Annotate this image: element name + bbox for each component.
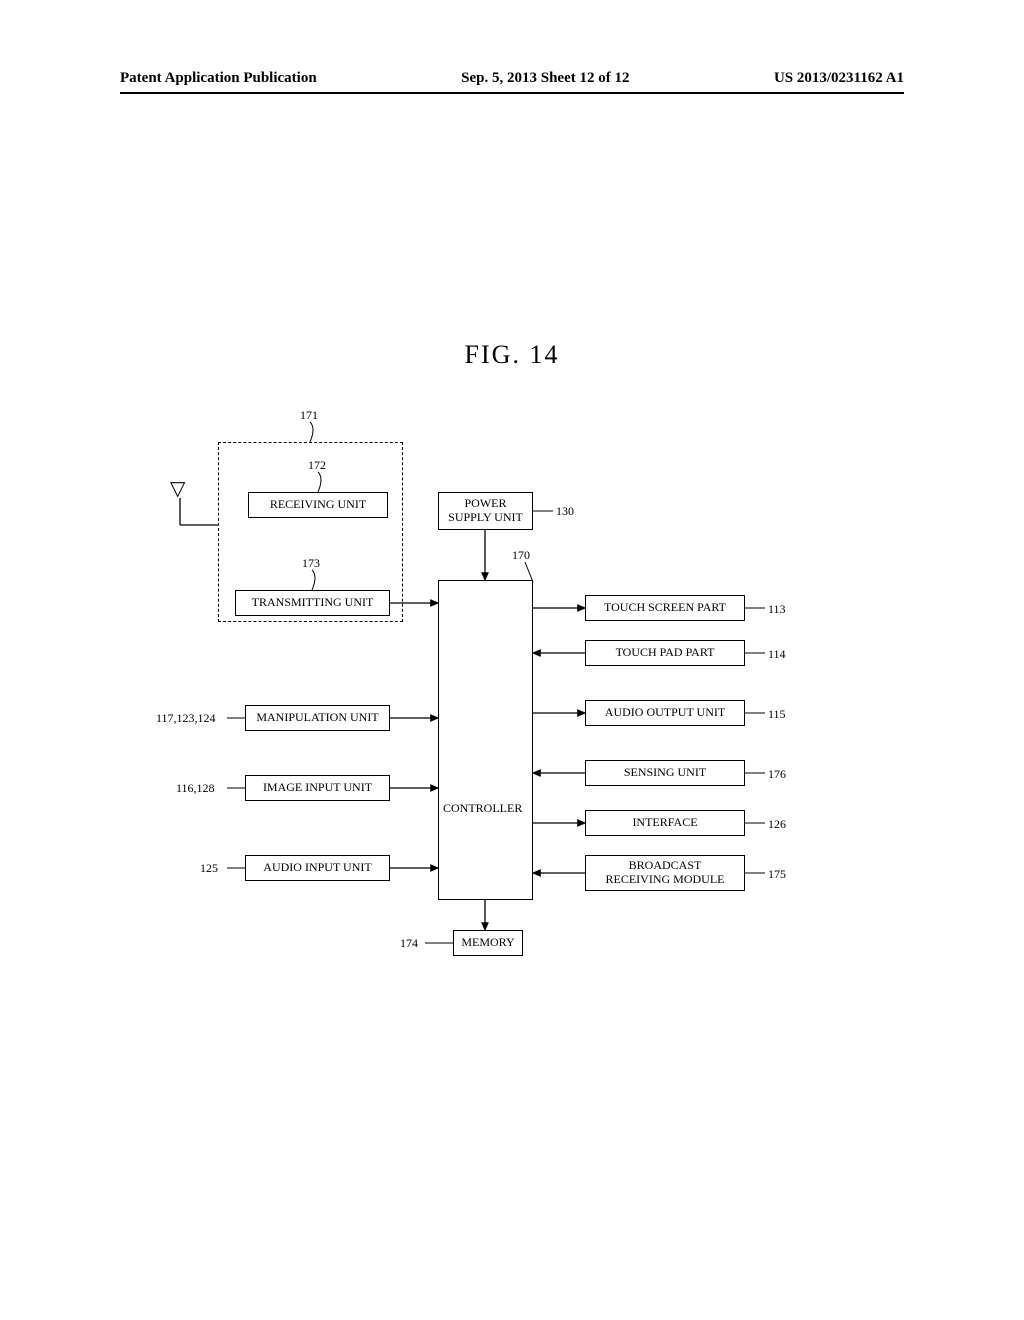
image-input-unit-label: IMAGE INPUT UNIT — [263, 781, 372, 795]
audio-output-unit-block: AUDIO OUTPUT UNIT — [585, 700, 745, 726]
controller-label: CONTROLLER — [443, 802, 522, 816]
ref-115: 115 — [768, 707, 786, 722]
ref-171: 171 — [300, 408, 318, 423]
sensing-unit-label: SENSING UNIT — [624, 766, 706, 780]
ref-130: 130 — [556, 504, 574, 519]
header-center: Sep. 5, 2013 Sheet 12 of 12 — [461, 70, 629, 87]
transmitting-unit-label: TRANSMITTING UNIT — [252, 596, 374, 610]
power-supply-unit-label: POWER SUPPLY UNIT — [448, 497, 523, 525]
ref-116-128: 116,128 — [176, 781, 215, 796]
power-supply-unit-block: POWER SUPPLY UNIT — [438, 492, 533, 530]
memory-label: MEMORY — [461, 936, 514, 950]
receiving-unit-block: RECEIVING UNIT — [248, 492, 388, 518]
sensing-unit-block: SENSING UNIT — [585, 760, 745, 786]
broadcast-receiving-module-block: BROADCAST RECEIVING MODULE — [585, 855, 745, 891]
image-input-unit-block: IMAGE INPUT UNIT — [245, 775, 390, 801]
ref-125: 125 — [200, 861, 218, 876]
receiving-unit-label: RECEIVING UNIT — [270, 498, 366, 512]
ref-175: 175 — [768, 867, 786, 882]
manipulation-unit-label: MANIPULATION UNIT — [256, 711, 378, 725]
ref-172: 172 — [308, 458, 326, 473]
header-rule — [120, 92, 904, 94]
touch-screen-part-block: TOUCH SCREEN PART — [585, 595, 745, 621]
manipulation-unit-block: MANIPULATION UNIT — [245, 705, 390, 731]
broadcast-receiving-module-label: BROADCAST RECEIVING MODULE — [606, 859, 725, 887]
touch-pad-part-label: TOUCH PAD PART — [616, 646, 715, 660]
figure-title: FIG. 14 — [0, 340, 1024, 370]
interface-label: INTERFACE — [632, 816, 697, 830]
audio-output-unit-label: AUDIO OUTPUT UNIT — [605, 706, 725, 720]
page-header: Patent Application Publication Sep. 5, 2… — [120, 70, 904, 87]
touch-screen-part-label: TOUCH SCREEN PART — [604, 601, 726, 615]
memory-block: MEMORY — [453, 930, 523, 956]
controller-block: CONTROLLER — [438, 580, 533, 900]
diagram-canvas: ▽ RECEIVING UNIT TRANSMITTING UNIT MANIP… — [120, 410, 904, 1000]
ref-170: 170 — [512, 548, 530, 563]
audio-input-unit-label: AUDIO INPUT UNIT — [263, 861, 371, 875]
ref-113: 113 — [768, 602, 786, 617]
antenna-icon: ▽ — [170, 476, 185, 501]
ref-174: 174 — [400, 936, 418, 951]
header-right: US 2013/0231162 A1 — [774, 70, 904, 87]
audio-input-unit-block: AUDIO INPUT UNIT — [245, 855, 390, 881]
ref-126: 126 — [768, 817, 786, 832]
transmitting-unit-block: TRANSMITTING UNIT — [235, 590, 390, 616]
ref-117-123-124: 117,123,124 — [156, 711, 216, 726]
interface-block: INTERFACE — [585, 810, 745, 836]
header-left: Patent Application Publication — [120, 70, 317, 87]
ref-176: 176 — [768, 767, 786, 782]
touch-pad-part-block: TOUCH PAD PART — [585, 640, 745, 666]
ref-173: 173 — [302, 556, 320, 571]
ref-114: 114 — [768, 647, 786, 662]
